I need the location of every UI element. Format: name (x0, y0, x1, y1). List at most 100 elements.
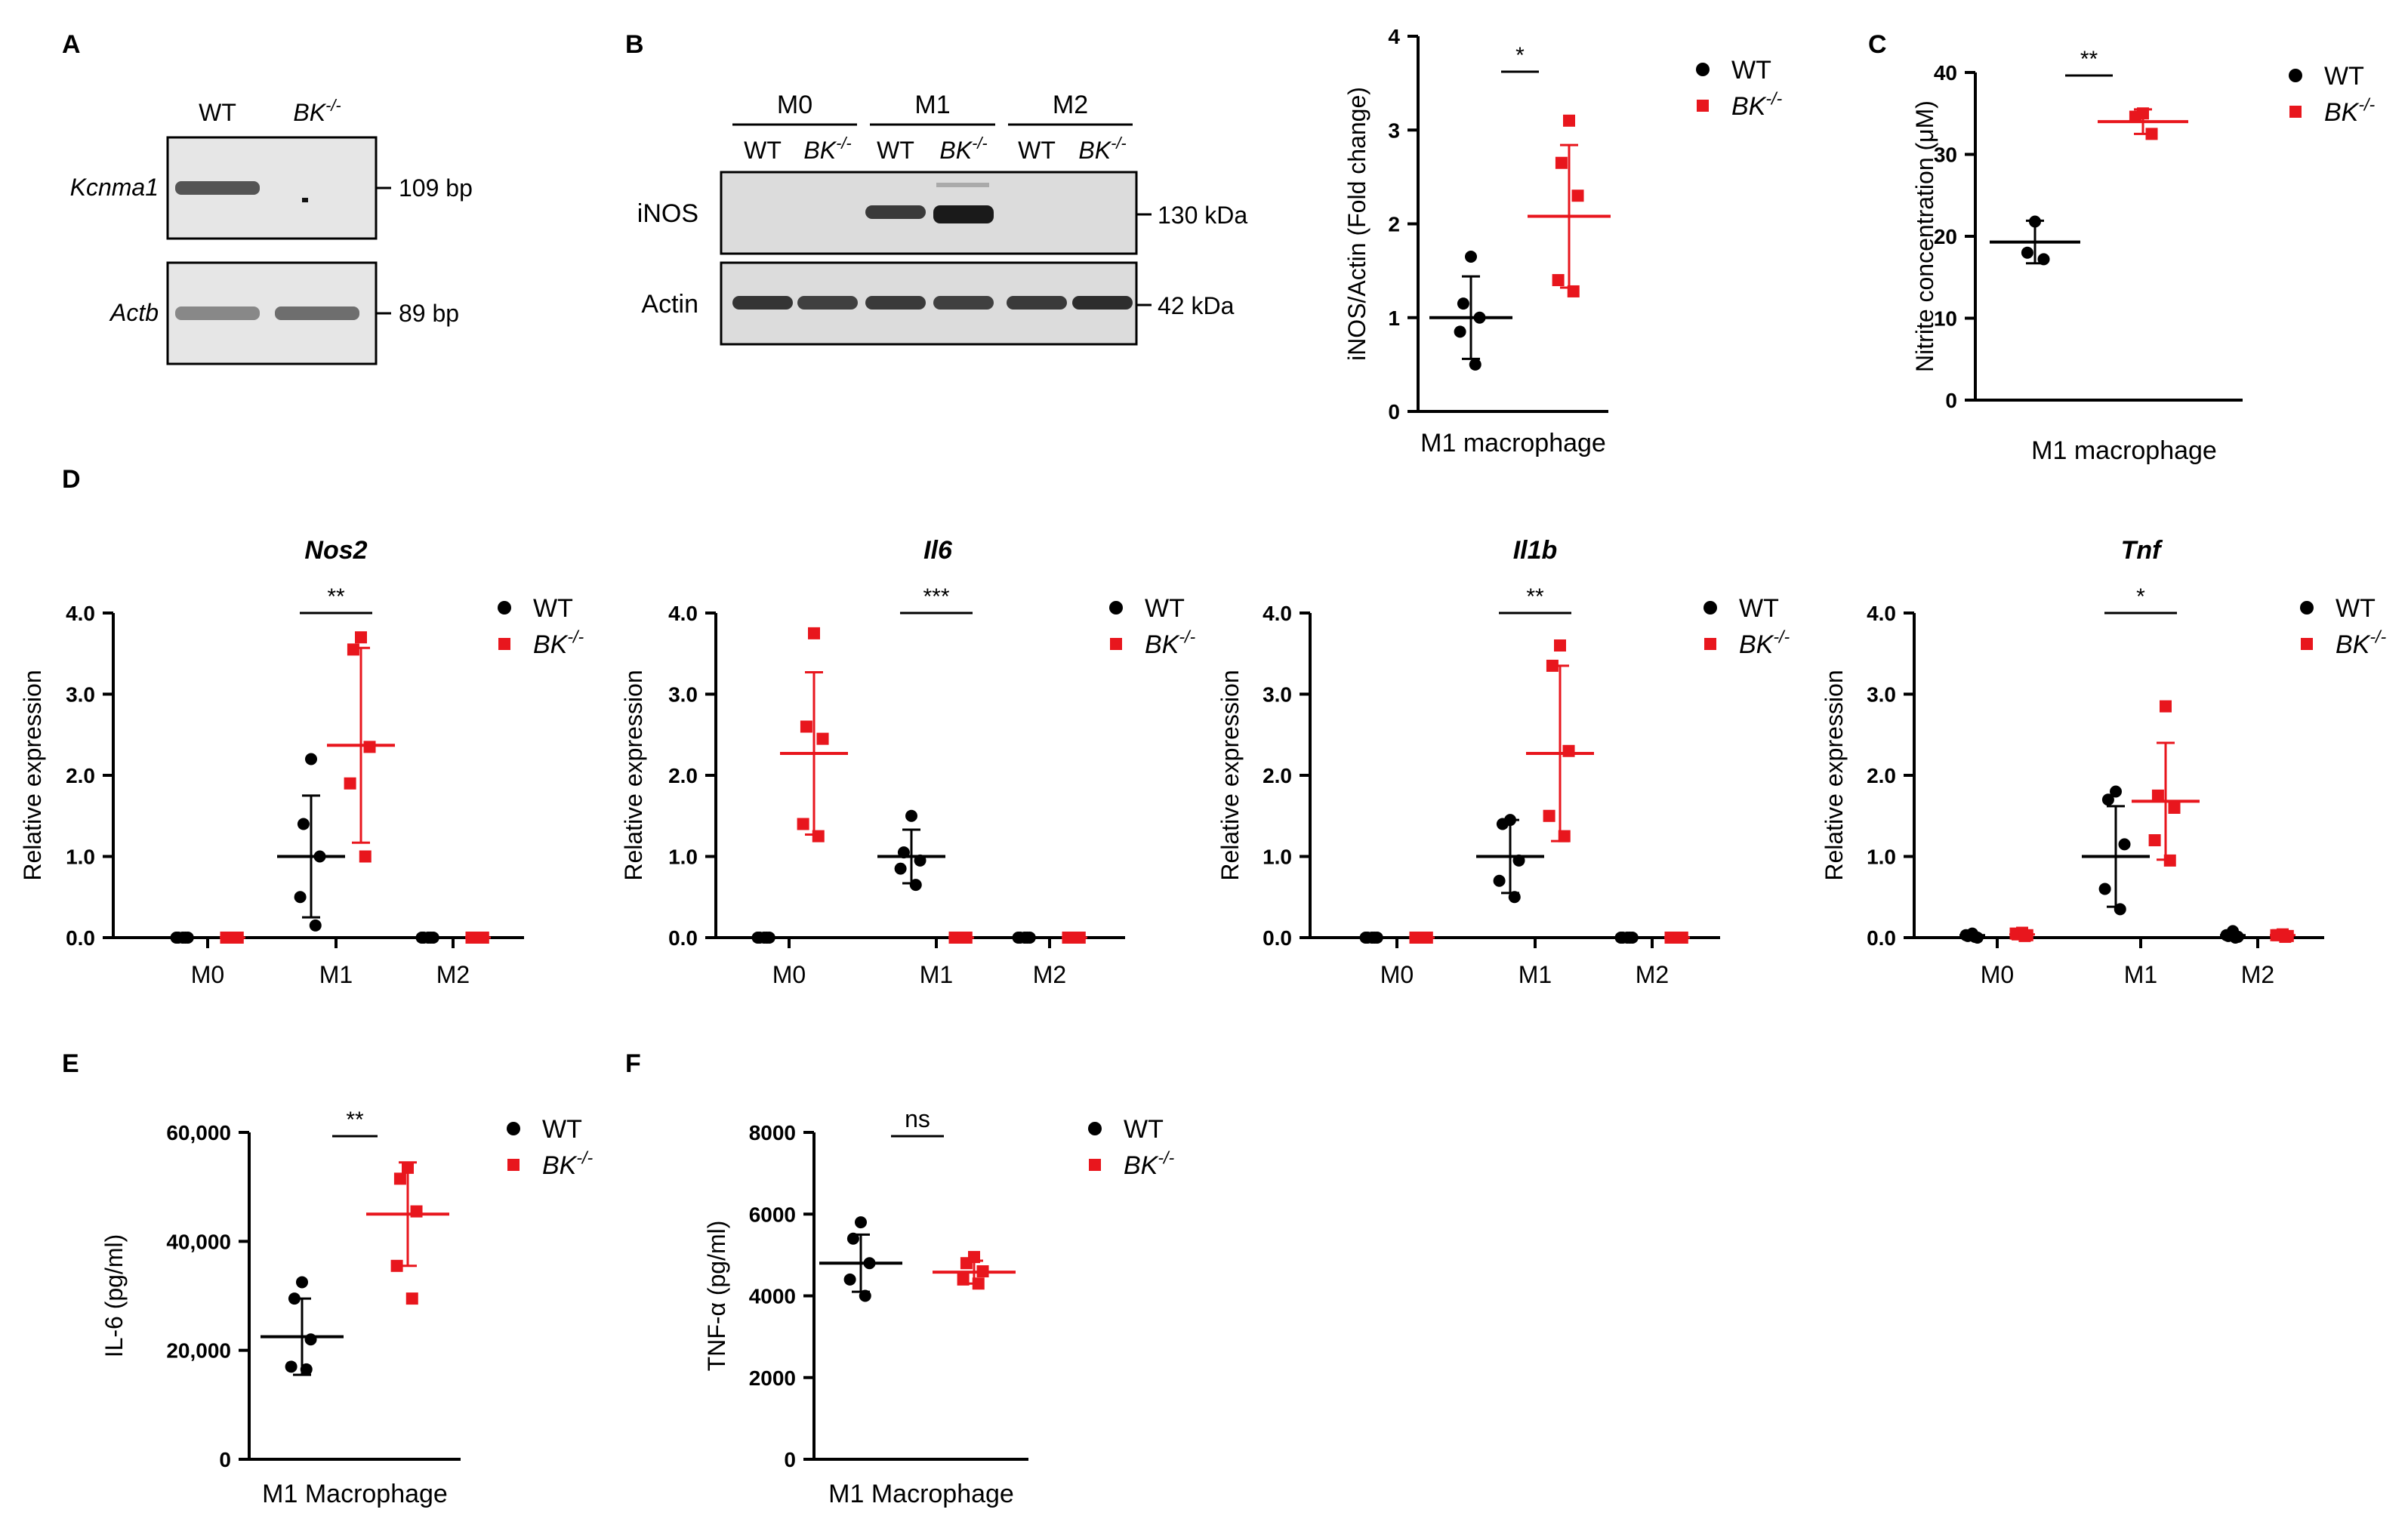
data-point-wt (909, 879, 922, 892)
data-point-ko (2163, 854, 2176, 867)
legend-label-wt: WT (2324, 62, 2364, 91)
data-point-wt (309, 919, 322, 932)
data-point-ko (2129, 110, 2141, 123)
legend-label-ko: BK-/- (2324, 94, 2375, 127)
data-point-wt (1969, 930, 1981, 943)
data-point-wt (2029, 215, 2041, 228)
data-point-ko (960, 1257, 973, 1270)
x-tick-label: M1 (920, 961, 953, 988)
y-tick-label: 0.0 (1867, 926, 1896, 950)
data-point-ko (355, 631, 367, 644)
y-tick-label: 8000 (749, 1121, 796, 1144)
data-point-ko (976, 1265, 989, 1278)
blot-lane-label: BK-/- (803, 134, 851, 164)
data-point-wt (2110, 785, 2122, 798)
chart-d-il1b: 0.0 1.0 2.0 3.0 4.0 Relative expression Il1b M0… (1216, 536, 1790, 988)
gel-gene-label: Kcnma1 (70, 174, 159, 201)
data-point-ko (1071, 932, 1084, 944)
x-tick-label: M1 (319, 961, 353, 988)
panel-label-f: F (625, 1049, 641, 1078)
blot-group-label: M2 (1053, 91, 1088, 119)
legend-marker-wt (498, 601, 511, 615)
y-tick-label: 4.0 (1867, 602, 1896, 625)
y-tick-label: 3.0 (1263, 683, 1292, 707)
data-point-ko (2151, 789, 2164, 802)
data-point-ko (808, 627, 820, 639)
data-point-ko (1418, 932, 1431, 944)
y-tick-label: 0.0 (66, 926, 95, 950)
data-point-wt (1457, 297, 1469, 310)
chart-f: 0 2000 4000 6000 8000 TNF-α (pg/ml) M1 Macroph… (703, 1105, 1174, 1508)
panel-label-b: B (625, 30, 644, 59)
y-tick-label: 0.0 (668, 926, 698, 950)
y-tick-label: 3.0 (66, 683, 95, 707)
x-axis-label: M1 Macrophage (828, 1480, 1014, 1508)
data-point-wt (905, 809, 917, 822)
x-tick-label: M1 (2124, 961, 2157, 988)
panel-labels: A B C D E F (62, 30, 1887, 1078)
data-point-wt (846, 1232, 859, 1245)
data-point-ko (1543, 809, 1555, 822)
data-point-ko (2160, 700, 2172, 713)
x-axis-label: M1 Macrophage (262, 1480, 448, 1508)
gel-band (175, 307, 260, 320)
blot-lane-label: BK-/- (1078, 134, 1126, 164)
y-tick-label: 1 (1388, 307, 1400, 330)
y-axis-label: Relative expression (1216, 670, 1244, 880)
y-tick-label: 4.0 (66, 602, 95, 625)
y-tick-label: 60,000 (166, 1121, 231, 1144)
data-point-wt (313, 850, 326, 863)
data-point-ko (363, 741, 376, 753)
gel-size-label: 109 bp (399, 174, 473, 202)
y-tick-label: 4 (1388, 25, 1400, 48)
significance-label: * (1515, 43, 1525, 68)
chart-b-quant: 0 1 2 3 4 iNOS/Actin (Fold change) M1 macropha… (1343, 25, 1782, 457)
data-point-ko (359, 850, 372, 863)
legend-label-ko: BK-/- (1731, 88, 1782, 121)
chart-title: Il1b (1513, 536, 1558, 565)
data-point-ko (390, 1259, 403, 1272)
data-point-wt (2114, 903, 2126, 916)
data-point-ko (1563, 114, 1575, 127)
y-axis-label: iNOS/Actin (Fold change) (1343, 87, 1370, 361)
legend-marker-wt (2300, 601, 2314, 615)
legend-marker-ko (2289, 106, 2302, 118)
y-tick-label: 2.0 (1263, 764, 1292, 787)
y-tick-label: 0 (1388, 400, 1400, 424)
legend-label-ko: BK-/- (1124, 1147, 1174, 1180)
blot-band (933, 296, 994, 310)
data-point-ko (1555, 156, 1568, 169)
data-point-wt (170, 932, 183, 944)
blot-group-label: M1 (914, 91, 950, 119)
y-tick-label: 2 (1388, 213, 1400, 236)
legend-label-wt: WT (2336, 594, 2376, 623)
data-point-wt (294, 891, 307, 904)
blot-smear (936, 183, 989, 187)
x-tick-label: M2 (2241, 961, 2274, 988)
legend-label-wt: WT (533, 594, 573, 623)
blot-band (1072, 296, 1133, 310)
data-point-wt (1623, 932, 1636, 944)
y-tick-label: 3 (1388, 119, 1400, 142)
data-point-ko (812, 830, 825, 843)
legend-label-ko: BK-/- (2336, 627, 2386, 659)
y-tick-label: 40 (1934, 61, 1957, 85)
data-point-ko (410, 1205, 423, 1218)
data-point-wt (305, 753, 317, 766)
x-axis-label: M1 macrophage (1420, 429, 1606, 457)
legend-marker-ko (498, 638, 510, 650)
blot-lane-label: WT (744, 137, 782, 164)
data-point-ko (474, 932, 487, 944)
data-point-wt (1959, 929, 1972, 941)
data-point-wt (304, 1333, 317, 1346)
data-point-ko (347, 643, 359, 656)
significance-label: ** (2080, 47, 2098, 72)
data-point-wt (1359, 932, 1372, 944)
y-tick-label: 40,000 (166, 1230, 231, 1253)
significance-label: * (2136, 584, 2145, 609)
data-point-ko (2018, 929, 2031, 942)
legend-marker-wt (1109, 601, 1123, 615)
legend-marker-ko (1089, 1159, 1101, 1171)
data-point-wt (300, 1363, 313, 1375)
